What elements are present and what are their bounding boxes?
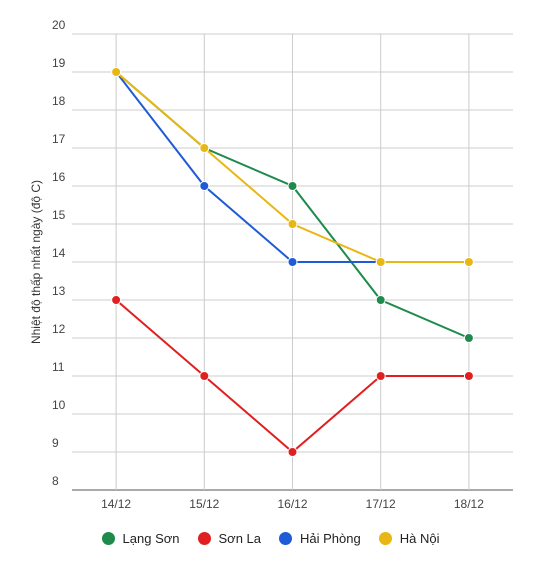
data-point[interactable]: [375, 371, 386, 381]
legend-swatch: [101, 532, 115, 545]
x-tick-label: 18/12: [454, 497, 484, 511]
legend-item[interactable]: Lạng Sơn: [101, 531, 180, 546]
line-chart: 8 9 10 11 12 13 14 15 16 17 18 19 20 14/12 15/12 16/12…: [29, 18, 513, 511]
legend-swatch: [378, 532, 392, 545]
legend: Lạng Sơn Sơn La Hải Phòng Hà Nội: [0, 531, 541, 546]
data-point[interactable]: [287, 257, 298, 267]
y-tick-label: 17: [52, 132, 66, 146]
series-line: [115, 71, 381, 263]
x-tick-label: 17/12: [366, 497, 396, 511]
data-point[interactable]: [375, 295, 386, 305]
y-tick-label: 20: [52, 18, 66, 32]
legend-label: Sơn La: [218, 531, 262, 546]
legend-item[interactable]: Sơn La: [197, 531, 262, 546]
x-tick-label: 14/12: [101, 497, 131, 511]
y-axis-label: Nhiệt độ thấp nhất ngày (độ C): [29, 180, 43, 344]
y-tick-label: 9: [52, 436, 59, 450]
data-point[interactable]: [463, 333, 474, 343]
y-tick-label: 12: [52, 322, 66, 336]
data-point[interactable]: [463, 371, 474, 381]
y-tick-label: 13: [52, 284, 66, 298]
data-point[interactable]: [111, 67, 122, 77]
x-tick-label: 16/12: [277, 497, 307, 511]
y-tick-label: 11: [52, 360, 65, 374]
y-tick-label: 19: [52, 56, 66, 70]
legend-label: Hải Phòng: [300, 531, 361, 546]
data-point[interactable]: [463, 257, 474, 267]
legend-item[interactable]: Hải Phòng: [279, 531, 361, 546]
y-tick-label: 15: [52, 208, 66, 222]
data-point[interactable]: [199, 181, 210, 191]
data-point[interactable]: [111, 295, 122, 305]
data-point[interactable]: [199, 371, 210, 381]
series-lines: [111, 67, 474, 457]
y-axis-ticks: 8 9 10 11 12 13 14 15 16 17 18 19 20: [52, 18, 66, 488]
legend-label: Lạng Sơn: [122, 531, 180, 546]
y-tick-label: 18: [52, 94, 66, 108]
legend-swatch: [279, 532, 292, 545]
series-1: [111, 295, 474, 457]
legend-swatch: [197, 532, 211, 545]
x-tick-label: 15/12: [189, 497, 219, 511]
data-point[interactable]: [287, 181, 298, 191]
legend-label: Hà Nội: [399, 531, 440, 546]
data-point[interactable]: [287, 447, 298, 457]
data-point[interactable]: [199, 143, 210, 153]
y-tick-label: 16: [52, 170, 66, 184]
data-point[interactable]: [375, 257, 386, 267]
data-point[interactable]: [287, 219, 298, 229]
y-tick-label: 8: [52, 474, 59, 488]
legend-item[interactable]: Hà Nội: [378, 531, 440, 546]
series-3: [111, 67, 474, 267]
y-tick-label: 14: [52, 246, 66, 260]
x-axis-ticks: 14/12 15/12 16/12 17/12 18/12: [101, 497, 484, 511]
y-tick-label: 10: [52, 398, 66, 412]
